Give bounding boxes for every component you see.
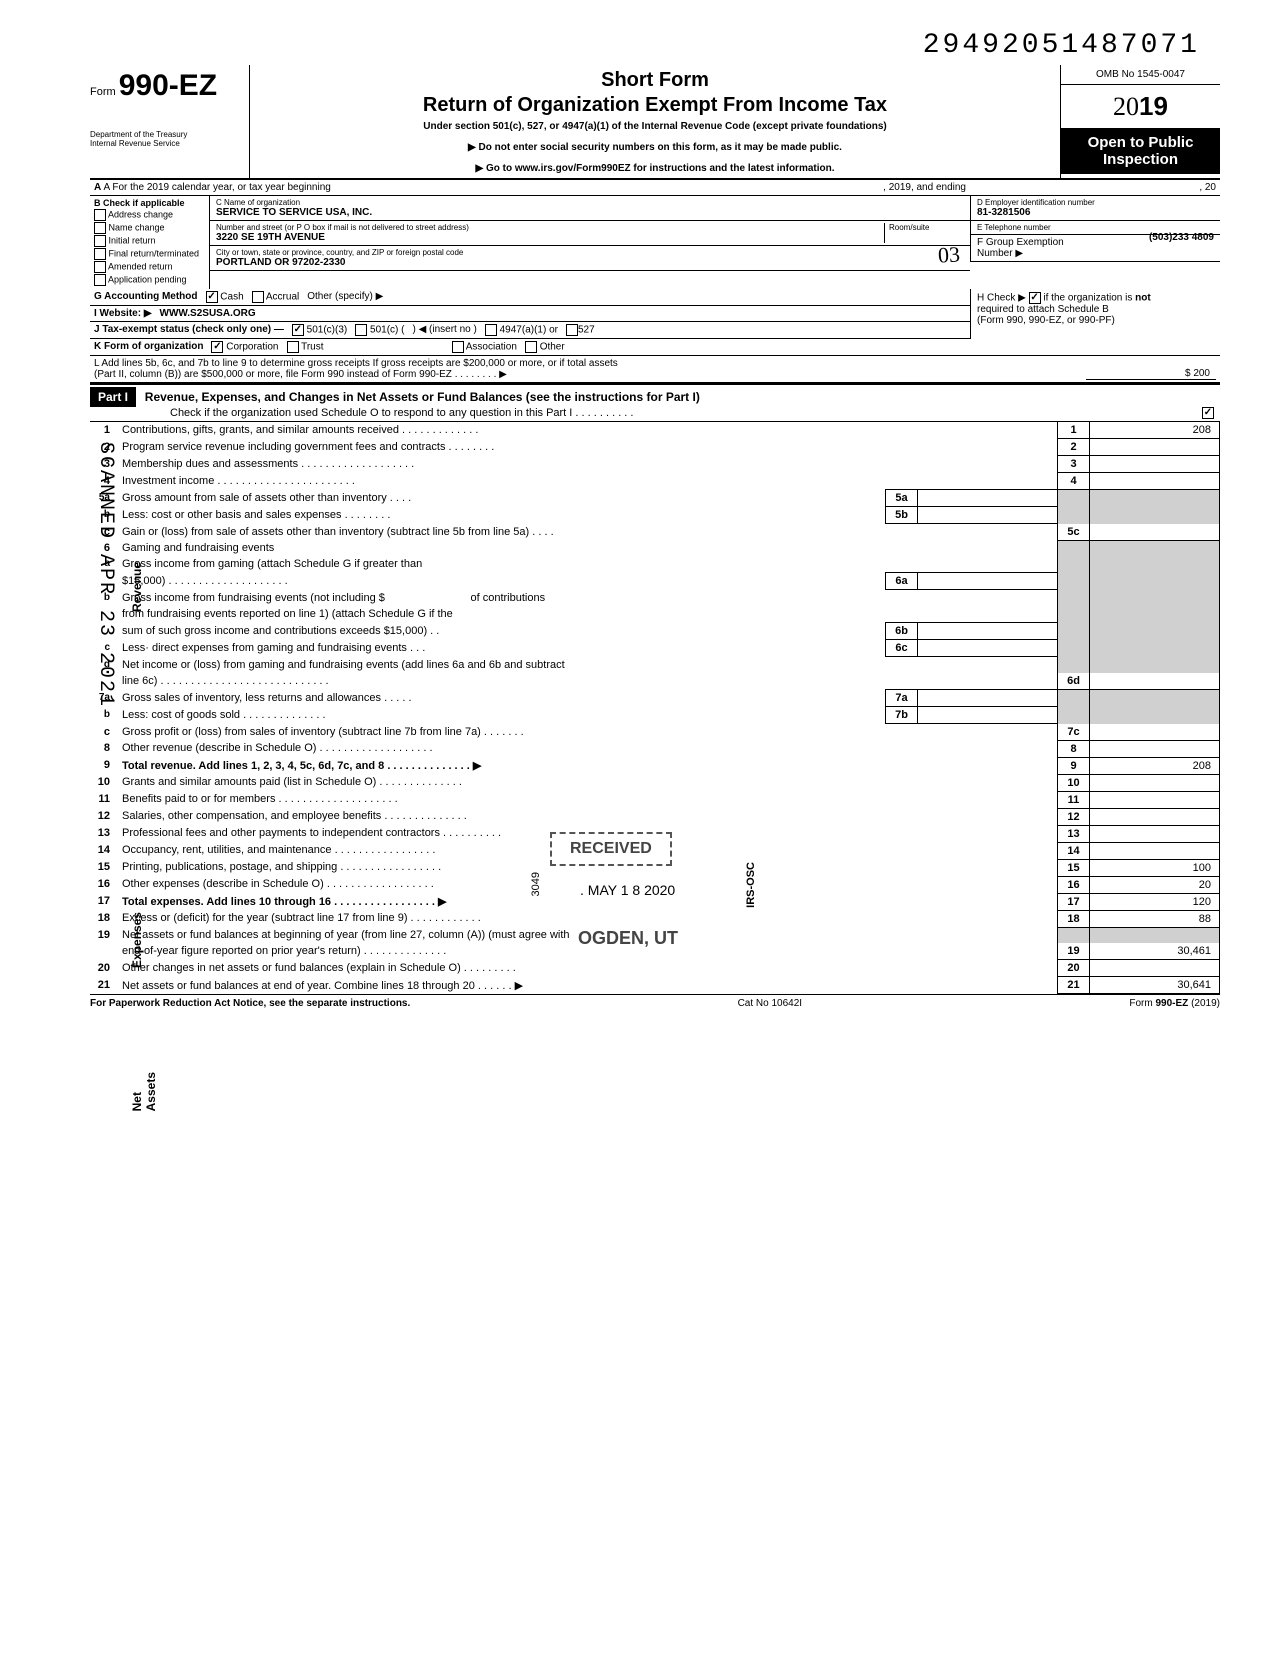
trust-checkbox[interactable] — [287, 341, 299, 353]
form-header: Form 990-EZ Department of the Treasury I… — [90, 65, 1220, 180]
501c3-checkbox[interactable]: ✓ — [292, 324, 304, 336]
name-label: C Name of organization — [216, 198, 964, 207]
line-k-label: K Form of organization — [94, 341, 203, 352]
goto-line: ▶ Go to www.irs.gov/Form990EZ for instru… — [260, 163, 1050, 174]
footer-left: For Paperwork Reduction Act Notice, see … — [90, 998, 410, 1009]
expenses-side-label: Expenses — [130, 912, 144, 968]
line-l-1: L Add lines 5b, 6c, and 7b to line 9 to … — [94, 358, 1086, 369]
line-l-amount: 200 — [1193, 368, 1210, 379]
part-1-tag: Part I — [90, 387, 136, 407]
page-footer: For Paperwork Reduction Act Notice, see … — [90, 994, 1220, 1009]
org-city: PORTLAND OR 97202-2330 — [216, 257, 346, 268]
checkbox[interactable] — [94, 222, 106, 234]
dept-line-2: Internal Revenue Service — [90, 140, 243, 149]
form-prefix: Form — [90, 86, 116, 98]
501c-label: 501(c) ( — [370, 325, 404, 336]
insert-no-label: ) ◀ (insert no ) — [408, 322, 480, 338]
line-i-label: I Website: ▶ — [94, 308, 152, 319]
line-h-mid: if the organization is — [1043, 293, 1132, 304]
part-1-check-line: Check if the organization used Schedule … — [170, 407, 633, 419]
527-label: 527 — [578, 325, 595, 336]
corp-label: Corporation — [226, 342, 278, 353]
cash-label: Cash — [220, 292, 243, 303]
line-h-2: required to attach Schedule B — [977, 304, 1214, 315]
checkbox[interactable] — [94, 248, 106, 260]
tracking-number: 29492051487071 — [90, 30, 1220, 61]
line-h-3: (Form 990, 990-EZ, or 990-PF) — [977, 315, 1214, 326]
line-l-2: (Part II, column (B)) are $500,000 or mo… — [94, 369, 1086, 380]
assoc-label: Association — [466, 342, 517, 353]
line-j-label: J Tax-exempt status (check only one) — — [94, 324, 284, 335]
corp-checkbox[interactable]: ✓ — [211, 341, 223, 353]
handwritten-note: 03 — [937, 241, 960, 268]
part-1-title: Revenue, Expenses, and Changes in Net As… — [145, 390, 700, 404]
line-h-not: not — [1135, 293, 1151, 304]
line-g-label: G Accounting Method — [94, 291, 198, 302]
form-number: 990-EZ — [119, 69, 217, 102]
tel-value: (503)233 4809 — [1149, 232, 1214, 243]
line-a-mid: , 2019, and ending — [475, 180, 970, 195]
open-public-2: Inspection — [1063, 151, 1218, 168]
section-b-label: B Check if applicable — [94, 198, 205, 208]
line-a-end: , 20 — [970, 180, 1220, 195]
website-value: WWW.S2SUSA.ORG — [160, 308, 256, 319]
schedule-b-checkbox[interactable]: ✓ — [1029, 292, 1041, 304]
4947-checkbox[interactable] — [485, 324, 497, 336]
527-checkbox[interactable] — [566, 324, 578, 336]
501c3-label: 501(c)(3) — [307, 325, 348, 336]
cash-checkbox[interactable]: ✓ — [206, 291, 218, 303]
short-form-label: Short Form — [260, 69, 1050, 92]
omb-number: OMB No 1545-0047 — [1061, 65, 1220, 85]
revenue-side-label: Revenue — [130, 562, 144, 612]
assoc-checkbox[interactable] — [452, 341, 464, 353]
ein-value: 81-3281506 — [977, 207, 1030, 218]
part-1-table: 1Contributions, gifts, grants, and simil… — [90, 422, 1220, 994]
scanned-stamp: SCANNED APR 23 2021 — [94, 442, 117, 708]
received-date: . MAY 1 8 2020 — [580, 882, 675, 898]
received-stamp: RECEIVED — [550, 832, 672, 866]
accrual-label: Accrual — [266, 292, 299, 303]
addr-label: Number and street (or P O box if mail is… — [216, 223, 884, 232]
checkbox[interactable] — [94, 274, 106, 286]
open-public-1: Open to Public — [1063, 134, 1218, 151]
part-1-header: Part I Revenue, Expenses, and Changes in… — [90, 384, 1220, 422]
checkbox[interactable] — [94, 235, 106, 247]
org-name: SERVICE TO SERVICE USA, INC. — [216, 207, 372, 218]
city-label: City or town, state or province, country… — [216, 248, 964, 257]
line-a: A A For the 2019 calendar year, or tax y… — [90, 180, 1220, 196]
4947-label: 4947(a)(1) or — [500, 325, 558, 336]
checkbox[interactable] — [94, 209, 106, 221]
group-exemption-number-label: Number ▶ — [977, 248, 1023, 259]
stamp-side-2: IRS-OSC — [745, 862, 757, 908]
trust-label: Trust — [301, 342, 323, 353]
group-exemption-label: F Group Exemption — [977, 237, 1064, 248]
other-org-label: Other — [540, 342, 565, 353]
stamp-side-1: 3049 — [530, 872, 542, 896]
accrual-checkbox[interactable] — [252, 291, 264, 303]
other-org-checkbox[interactable] — [525, 341, 537, 353]
entity-block: B Check if applicable Address change Nam… — [90, 196, 1220, 289]
org-address: 3220 SE 19TH AVENUE — [216, 232, 325, 243]
tax-year: 19 — [1139, 91, 1168, 121]
501c-checkbox[interactable] — [355, 324, 367, 336]
return-subtitle: Under section 501(c), 527, or 4947(a)(1)… — [260, 121, 1050, 132]
line-a-pre: A For the 2019 calendar year, or tax yea… — [103, 182, 330, 193]
line-h-pre: H Check ▶ — [977, 293, 1026, 304]
other-method-label: Other (specify) ▶ — [307, 291, 383, 302]
return-title: Return of Organization Exempt From Incom… — [260, 94, 1050, 117]
tel-label: E Telephone number — [977, 223, 1214, 232]
schedule-o-checkbox[interactable]: ✓ — [1202, 407, 1214, 419]
ssn-warning: ▶ Do not enter social security numbers o… — [260, 142, 1050, 153]
netassets-side-label: Net Assets — [130, 1072, 158, 1111]
footer-mid: Cat No 10642I — [738, 998, 803, 1009]
checkbox[interactable] — [94, 261, 106, 273]
ein-label: D Employer identification number — [977, 198, 1214, 207]
room-label: Room/suite — [889, 223, 964, 232]
ogden-stamp: OGDEN, UT — [560, 922, 696, 955]
